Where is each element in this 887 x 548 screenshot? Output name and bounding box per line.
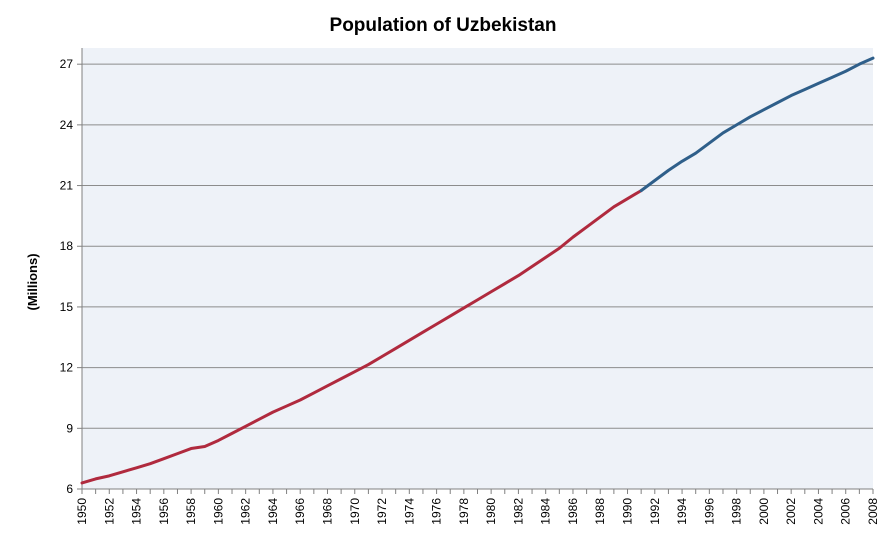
y-tick-label: 15	[60, 300, 74, 314]
y-tick-label: 18	[60, 239, 74, 253]
y-tick-label: 9	[66, 421, 73, 435]
x-tick-label: 1974	[402, 498, 416, 525]
y-axis-label: (Millions)	[25, 253, 40, 310]
x-tick-label: 1968	[320, 498, 334, 525]
y-tick-label: 12	[60, 361, 74, 375]
y-tick-label: 21	[60, 179, 74, 193]
x-tick-label: 1998	[730, 498, 744, 525]
x-tick-label: 1984	[539, 498, 553, 525]
x-tick-label: 1952	[102, 498, 116, 525]
x-tick-label: 1962	[239, 498, 253, 525]
y-tick-label: 27	[60, 57, 74, 71]
x-tick-label: 1986	[566, 498, 580, 525]
x-tick-label: 1970	[348, 498, 362, 525]
x-tick-label: 1966	[293, 498, 307, 525]
x-tick-label: 2004	[811, 498, 825, 525]
series-line-1	[80, 189, 643, 485]
x-tick-label: 2000	[757, 498, 771, 525]
x-tick-label: 1996	[702, 498, 716, 525]
series-line-2	[639, 56, 875, 193]
y-tick-label: 24	[60, 118, 74, 132]
x-tick-label: 2006	[839, 498, 853, 525]
x-tick-label: 2002	[784, 498, 798, 525]
chart-title: Population of Uzbekistan	[330, 15, 557, 36]
y-tick-label: 6	[66, 482, 73, 496]
x-tick-label: 1972	[375, 498, 389, 525]
x-tick-label: 1956	[157, 498, 171, 525]
x-tick-label: 1960	[211, 498, 225, 525]
x-tick-label: 1992	[648, 498, 662, 525]
plot-area: 6 9 12 15 18 21 24 27 1950 1952 1954 1956 1958 1960 19…	[60, 48, 880, 525]
x-tick-label: 1958	[184, 498, 198, 525]
x-tick-label: 1990	[621, 498, 635, 525]
x-tick-label: 1976	[430, 498, 444, 525]
x-tick-label: 1980	[484, 498, 498, 525]
x-tick-label: 1988	[593, 498, 607, 525]
x-tick-label: 1978	[457, 498, 471, 525]
x-tick-label: 1950	[75, 498, 89, 525]
x-tick-label: 1964	[266, 498, 280, 525]
x-tick-label: 1982	[511, 498, 525, 525]
x-tick-label: 1954	[130, 498, 144, 525]
x-tick-label: 2008	[866, 498, 880, 525]
x-tick-label: 1994	[675, 498, 689, 525]
